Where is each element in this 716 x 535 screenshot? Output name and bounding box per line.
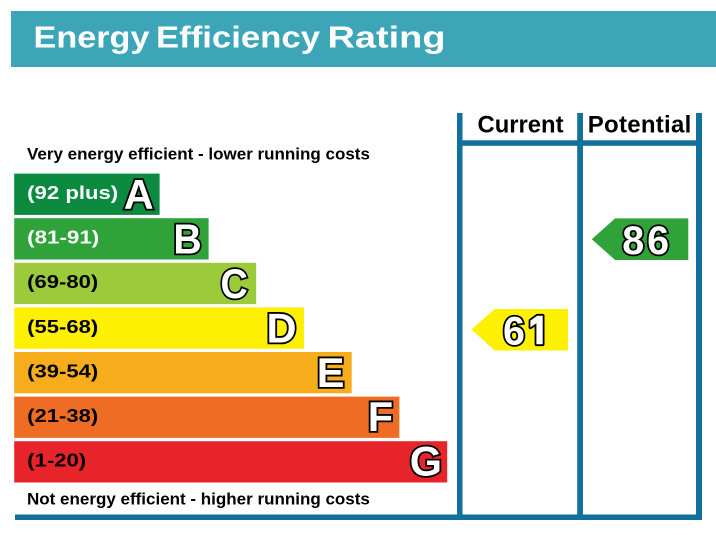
svg-text:D: D	[267, 304, 297, 351]
svg-text:G: G	[410, 438, 442, 485]
svg-text:Energy: Energy	[34, 20, 151, 55]
svg-text:B: B	[173, 215, 201, 262]
svg-text:(21-38): (21-38)	[27, 405, 98, 426]
svg-text:Rating: Rating	[328, 20, 446, 55]
svg-text:E: E	[317, 349, 345, 396]
svg-text:Current: Current	[478, 112, 564, 139]
svg-text:Efficiency: Efficiency	[156, 20, 321, 55]
svg-text:6: 6	[503, 309, 525, 353]
svg-text:(55-68): (55-68)	[27, 316, 98, 337]
svg-text:(92 plus): (92 plus)	[27, 182, 118, 203]
svg-text:A: A	[124, 171, 154, 218]
svg-text:Potential: Potential	[588, 112, 692, 139]
svg-text:86: 86	[622, 219, 672, 263]
svg-text:(69-80): (69-80)	[27, 271, 98, 292]
svg-text:C: C	[221, 260, 248, 307]
svg-text:(81-91): (81-91)	[27, 227, 99, 248]
svg-text:Very energy efficient - lower: Very energy efficient - lower running co…	[27, 145, 370, 164]
svg-text:(39-54): (39-54)	[27, 360, 98, 381]
svg-text:Not energy efficient - higher: Not energy efficient - higher running co…	[27, 490, 370, 509]
svg-text:F: F	[368, 393, 393, 440]
svg-text:(1-20): (1-20)	[27, 450, 86, 471]
